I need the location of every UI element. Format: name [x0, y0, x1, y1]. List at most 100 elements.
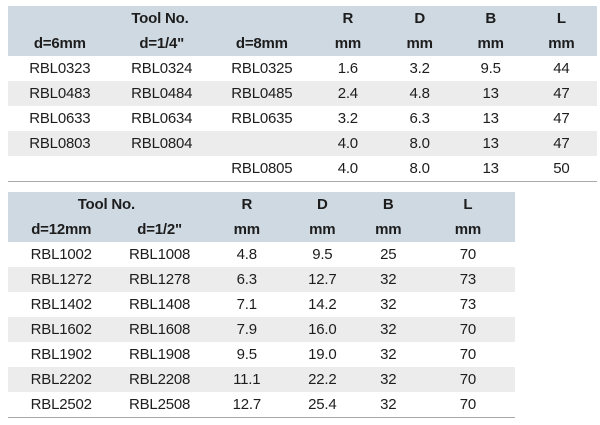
- table-cell: 4.8: [383, 81, 456, 106]
- table-cell: 8.0: [383, 156, 456, 182]
- table-row: RBL2202 RBL2208 11.1 22.2 32 70: [8, 367, 515, 392]
- table-cell: 47: [525, 81, 597, 106]
- subcol-d12mm: d=12mm: [8, 217, 115, 242]
- table-cell: RBL0323: [8, 56, 112, 81]
- table-cell: 32: [355, 392, 421, 418]
- table-cell: 3.2: [383, 56, 456, 81]
- table-cell: RBL1608: [114, 317, 205, 342]
- table-cell: 70: [420, 392, 515, 418]
- table-cell: 70: [420, 317, 515, 342]
- table-cell: 70: [420, 367, 515, 392]
- table-cell: RBL0804: [111, 131, 212, 156]
- tool-table-upper: Tool No. R D B L d=6mm d=1/4" d=8mm mm m…: [8, 6, 597, 182]
- table-row: RBL1272 RBL1278 6.3 12.7 32 73: [8, 267, 515, 292]
- table-cell: 6.3: [383, 106, 456, 131]
- table-cell: 70: [420, 242, 515, 267]
- table-cell: 73: [420, 267, 515, 292]
- table-cell: RBL1402: [8, 292, 115, 317]
- table-cell: 7.9: [204, 317, 289, 342]
- table-cell: 11.1: [204, 367, 289, 392]
- table-cell: 13: [455, 81, 526, 106]
- col-header-l: L: [525, 6, 597, 31]
- table-cell: RBL1278: [114, 267, 205, 292]
- subcol-d8mm: d=8mm: [211, 31, 312, 56]
- table-cell: RBL0483: [8, 81, 112, 106]
- col-header-r: R: [204, 192, 289, 217]
- table-cell: 9.5: [204, 342, 289, 367]
- col-header-b: B: [455, 6, 526, 31]
- table-cell: 16.0: [288, 317, 356, 342]
- table-cell: 44: [525, 56, 597, 81]
- tool-no-header: Tool No.: [8, 6, 312, 31]
- table-row: RBL0323 RBL0324 RBL0325 1.6 3.2 9.5 44: [8, 56, 597, 81]
- table-cell: 6.3: [204, 267, 289, 292]
- table-cell: 32: [355, 267, 421, 292]
- table-cell: RBL0325: [211, 56, 312, 81]
- table-cell: [211, 131, 312, 156]
- header-row-sub: d=12mm d=1/2" mm mm mm mm: [8, 217, 515, 242]
- table-cell: RBL0324: [111, 56, 212, 81]
- header-row-main: Tool No. R D B L: [8, 6, 597, 31]
- col-header-l: L: [420, 192, 515, 217]
- col-header-d: D: [383, 6, 456, 31]
- table-cell: 4.0: [311, 131, 384, 156]
- table-cell: 22.2: [288, 367, 356, 392]
- table-cell: RBL0803: [8, 131, 112, 156]
- unit-label-l: mm: [420, 217, 515, 242]
- table-cell: RBL2202: [8, 367, 115, 392]
- table-cell: 32: [355, 367, 421, 392]
- table-cell: 70: [420, 342, 515, 367]
- table-row: RBL2502 RBL2508 12.7 25.4 32 70: [8, 392, 515, 418]
- tool-table-lower-body: RBL1002 RBL1008 4.8 9.5 25 70 RBL1272 RBL1278 6.…: [8, 242, 515, 418]
- unit-label-r: mm: [204, 217, 289, 242]
- tool-table-lower: Tool No. R D B L d=12mm d=1/2" mm mm mm …: [8, 192, 515, 418]
- table-cell: RBL2208: [114, 367, 205, 392]
- table-cell: 47: [525, 106, 597, 131]
- table-cell: 25: [355, 242, 421, 267]
- unit-label-d: mm: [288, 217, 356, 242]
- table-cell: 12.7: [288, 267, 356, 292]
- table-cell: 4.8: [204, 242, 289, 267]
- table-cell: 32: [355, 317, 421, 342]
- table-cell: 25.4: [288, 392, 356, 418]
- table-cell: [8, 156, 112, 182]
- table-cell: RBL1008: [114, 242, 205, 267]
- table-cell: 32: [355, 342, 421, 367]
- col-header-d: D: [288, 192, 356, 217]
- table-cell: 12.7: [204, 392, 289, 418]
- table-row: RBL0805 4.0 8.0 13 50: [8, 156, 597, 182]
- table-cell: RBL0633: [8, 106, 112, 131]
- table-cell: 19.0: [288, 342, 356, 367]
- table-cell: 9.5: [455, 56, 526, 81]
- unit-label-r: mm: [311, 31, 384, 56]
- unit-label-b: mm: [455, 31, 526, 56]
- subcol-d-half-inch: d=1/2": [114, 217, 205, 242]
- table-cell: RBL0634: [111, 106, 212, 131]
- table-cell: RBL1002: [8, 242, 115, 267]
- table-cell: 8.0: [383, 131, 456, 156]
- table-cell: RBL2508: [114, 392, 205, 418]
- subcol-d-quarter-inch: d=1/4": [111, 31, 212, 56]
- table-cell: 13: [455, 156, 526, 182]
- table-cell: 4.0: [311, 156, 384, 182]
- table-cell: 7.1: [204, 292, 289, 317]
- table-cell: RBL1272: [8, 267, 115, 292]
- table-cell: 14.2: [288, 292, 356, 317]
- table-cell: RBL0485: [211, 81, 312, 106]
- table-row: RBL1602 RBL1608 7.9 16.0 32 70: [8, 317, 515, 342]
- table-cell: RBL2502: [8, 392, 115, 418]
- table-cell: RBL1908: [114, 342, 205, 367]
- col-header-r: R: [311, 6, 384, 31]
- table-cell: 73: [420, 292, 515, 317]
- tool-table-lower-header: Tool No. R D B L d=12mm d=1/2" mm mm mm …: [8, 192, 515, 242]
- unit-label-l: mm: [525, 31, 597, 56]
- table-cell: 9.5: [288, 242, 356, 267]
- table-cell: 13: [455, 106, 526, 131]
- header-row-sub: d=6mm d=1/4" d=8mm mm mm mm mm: [8, 31, 597, 56]
- col-header-b: B: [355, 192, 421, 217]
- subcol-d6mm: d=6mm: [8, 31, 112, 56]
- header-row-main: Tool No. R D B L: [8, 192, 515, 217]
- table-cell: 1.6: [311, 56, 384, 81]
- table-row: RBL1402 RBL1408 7.1 14.2 32 73: [8, 292, 515, 317]
